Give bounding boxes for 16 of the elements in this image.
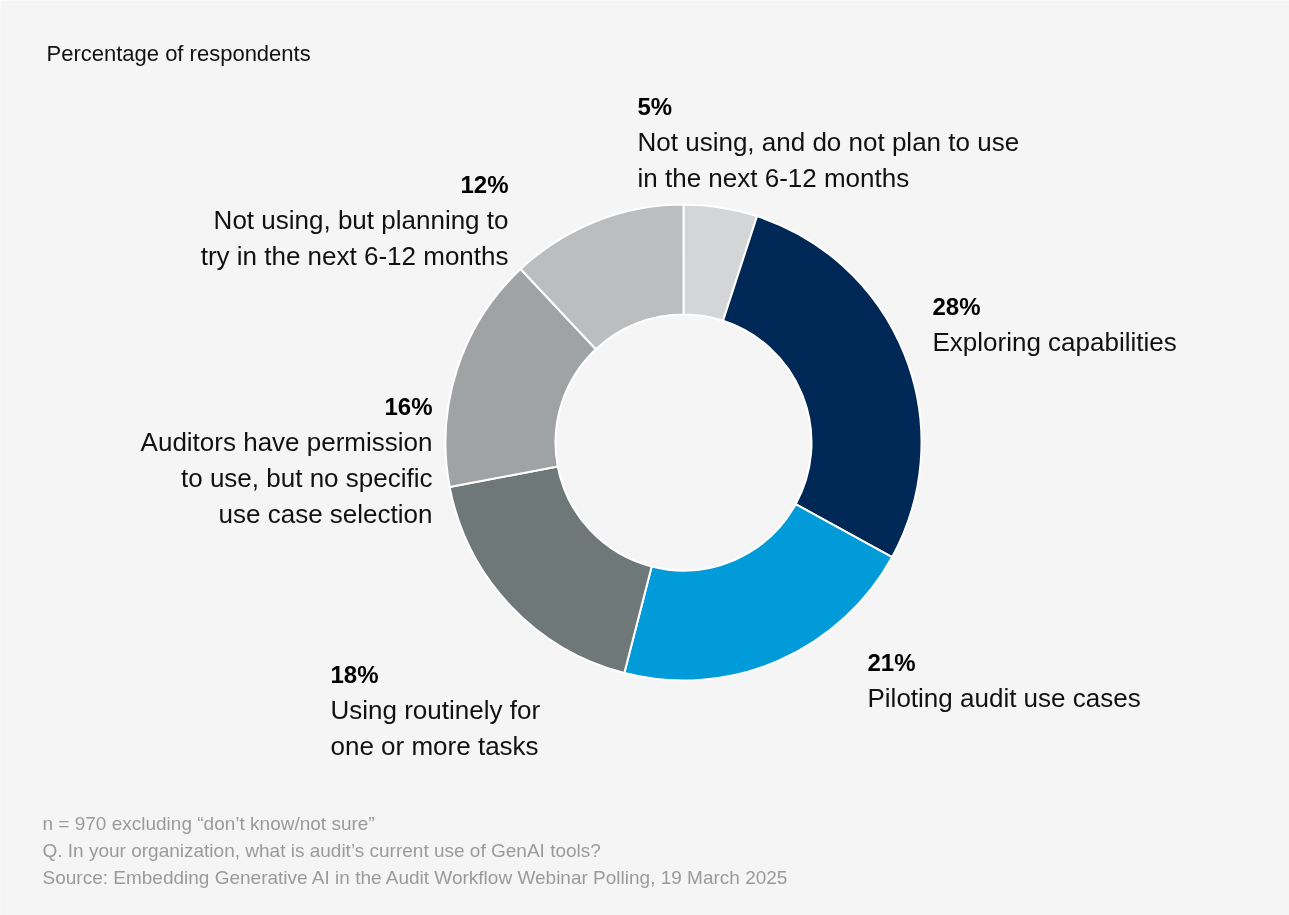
slice-label: Exploring capabilities — [932, 326, 1177, 357]
text: Q. In your organization, what is audit’s current use of GenAI tools? — [42, 839, 601, 861]
data-label: 12% — [460, 170, 509, 198]
slice-label: Not using, and do not plan to use in the next 6-12 months — [637, 126, 1020, 193]
data-label: 5% — [637, 92, 673, 120]
text: n = 970 excluding “don’t know/not sure” — [42, 812, 375, 834]
slice-label: Not using, but planning to try in the next 6-12 months — [200, 204, 509, 271]
slice-label: Piloting audit use cases — [867, 682, 1141, 713]
data-label: 28% — [932, 292, 981, 320]
data-label: 18% — [330, 660, 379, 688]
chart-title: Percentage of respondents — [46, 40, 311, 66]
data-label: 21% — [867, 648, 916, 676]
data-label: 16% — [384, 392, 433, 420]
slice-label: Auditors have permission to use, but no specific use case selection — [140, 426, 433, 529]
slice-label: Using routinely for one or more tasks — [330, 694, 541, 761]
source-note: Source: Embedding Generative AI in the Audit Workflow Webinar Polling, 19 March 2025 — [42, 866, 788, 888]
